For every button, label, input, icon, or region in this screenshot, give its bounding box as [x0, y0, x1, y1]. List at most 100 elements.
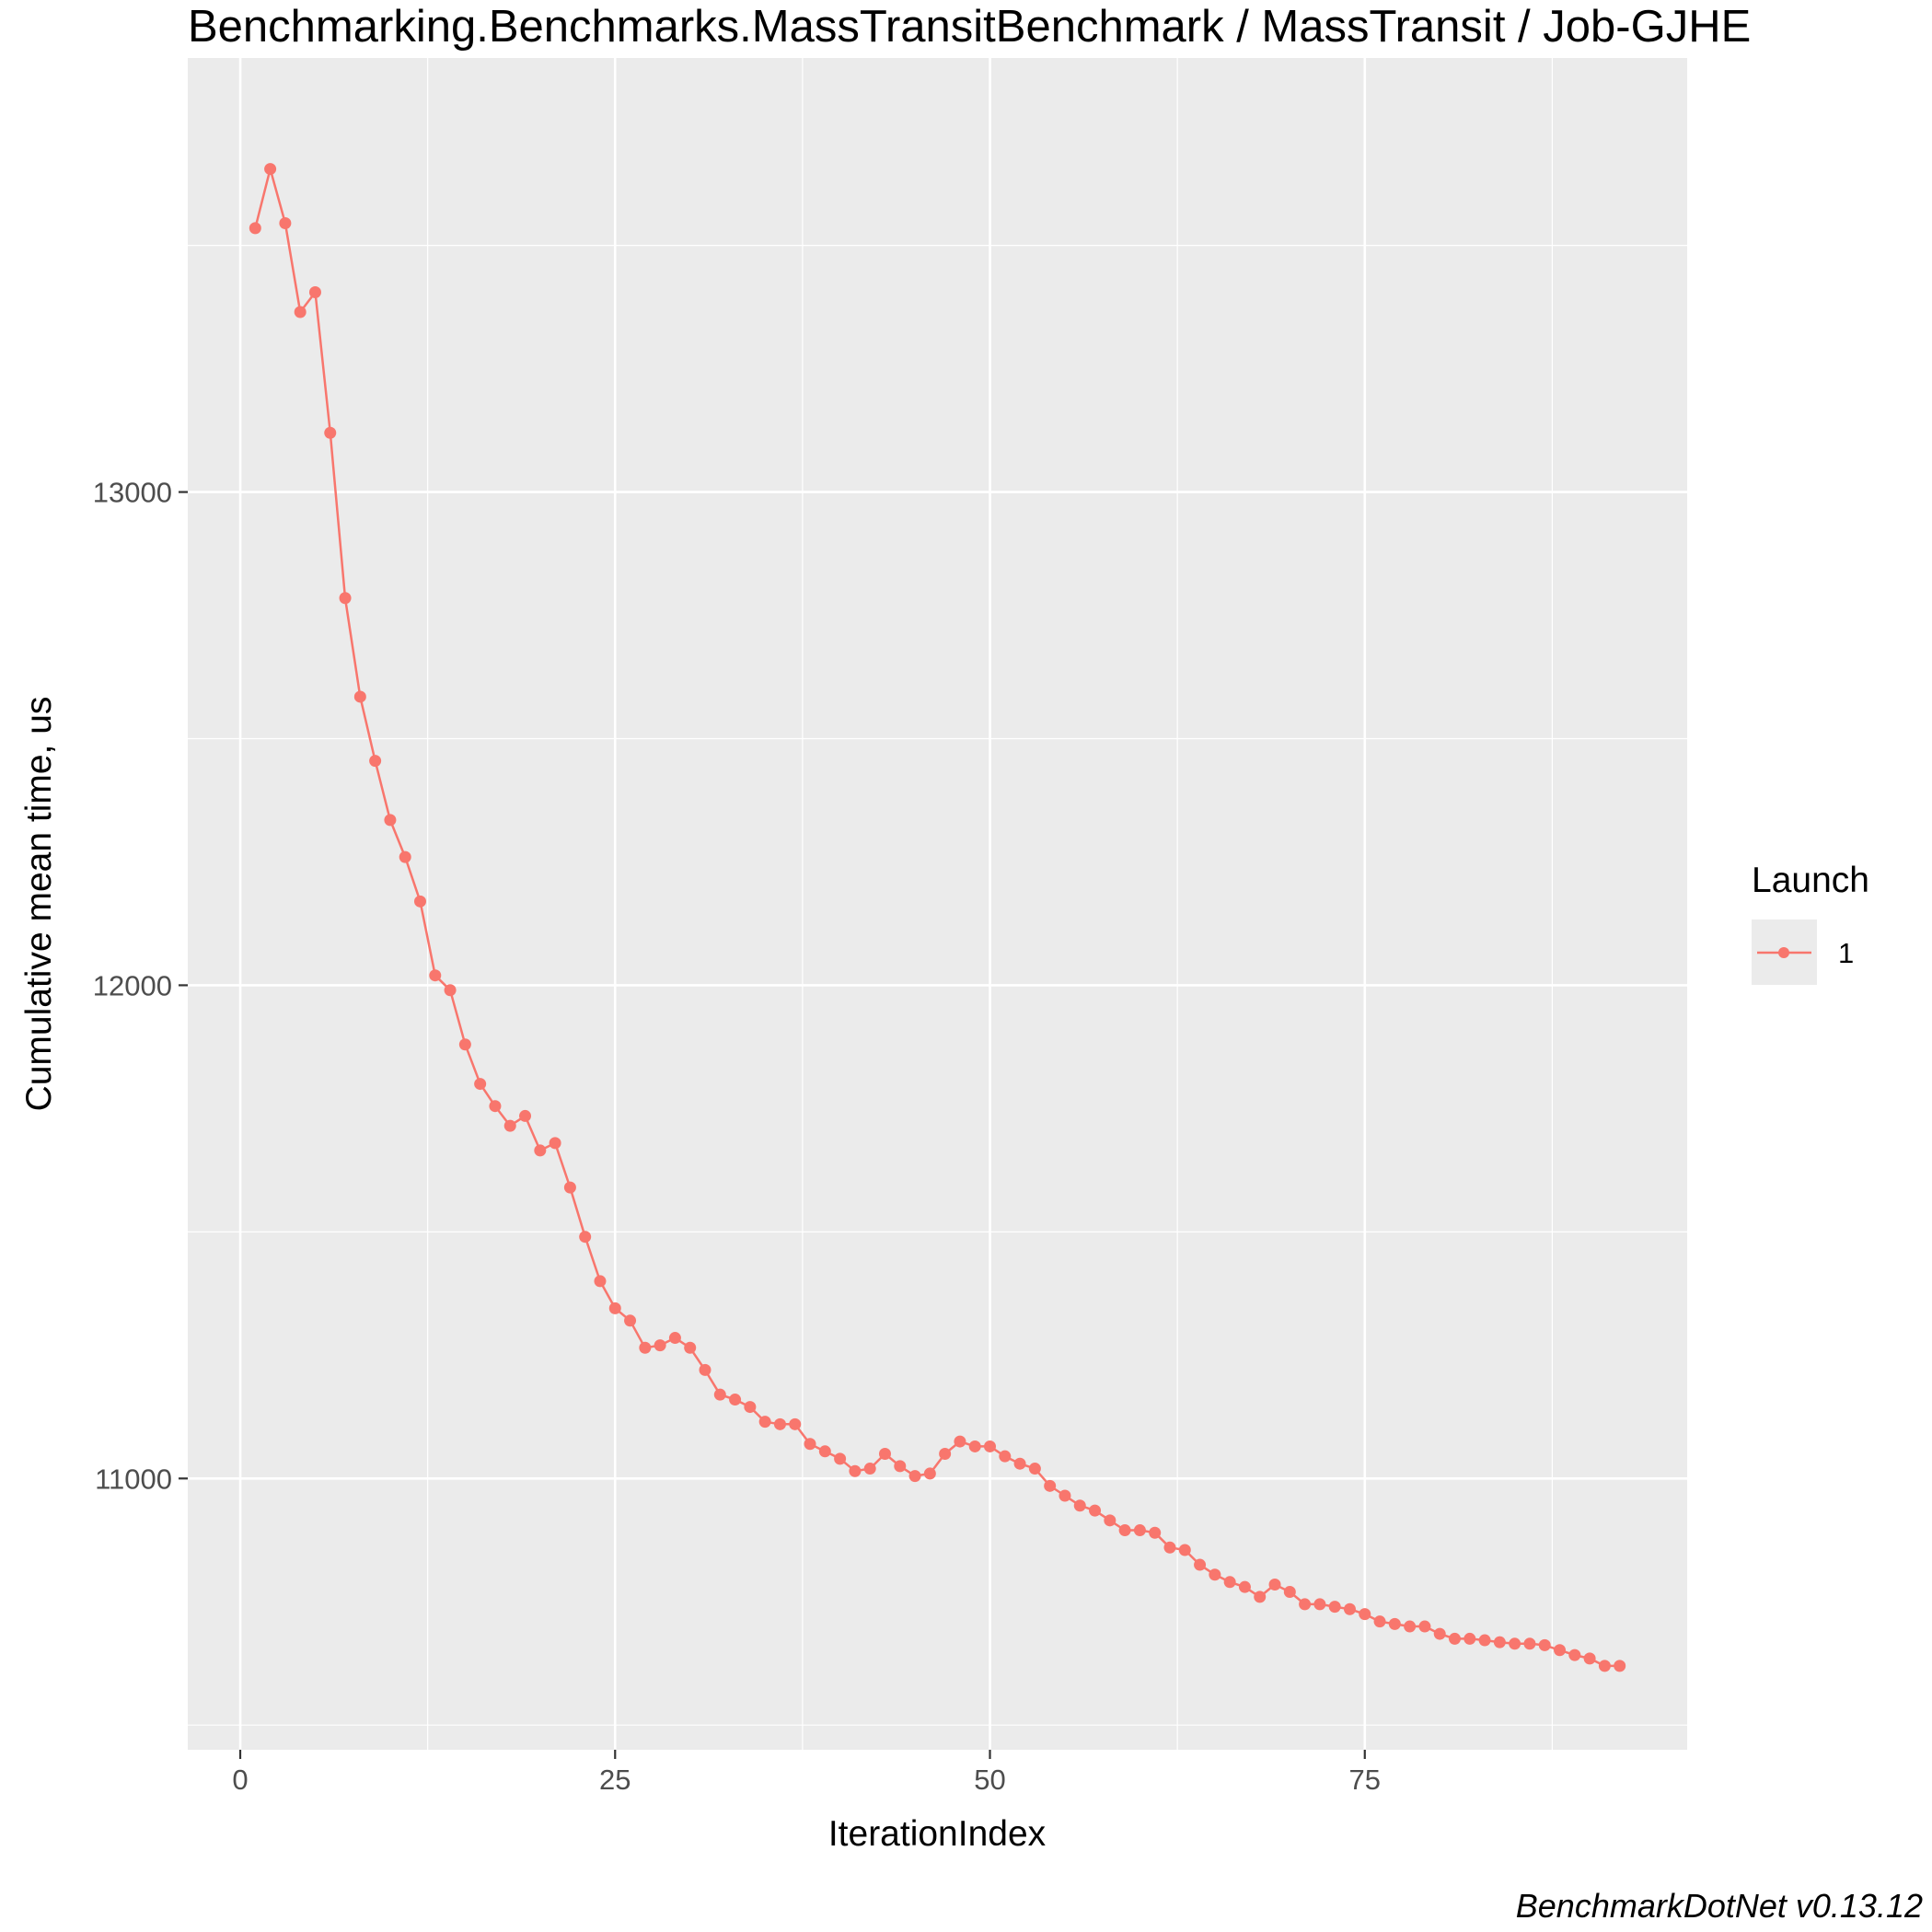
data-point	[1478, 1634, 1491, 1647]
data-point	[1268, 1578, 1281, 1591]
data-point	[713, 1388, 726, 1401]
data-point	[1149, 1526, 1162, 1539]
x-tick-label: 50	[974, 1764, 1005, 1796]
data-point	[503, 1119, 516, 1132]
legend: Launch 1	[1752, 861, 1869, 985]
data-point	[923, 1467, 936, 1480]
data-point	[519, 1109, 532, 1122]
data-point	[668, 1332, 681, 1345]
data-point	[1238, 1580, 1251, 1593]
data-point	[999, 1450, 1012, 1463]
data-point	[579, 1231, 592, 1244]
data-point	[1598, 1660, 1611, 1672]
data-point	[1059, 1489, 1071, 1502]
data-point	[729, 1394, 742, 1406]
data-point	[894, 1460, 907, 1473]
data-point	[1163, 1541, 1176, 1554]
data-point	[1583, 1652, 1596, 1665]
data-point	[773, 1417, 786, 1430]
data-point	[1404, 1620, 1417, 1633]
caption: BenchmarkDotNet v0.13.12	[1516, 1887, 1923, 1925]
data-point	[264, 163, 277, 176]
data-point	[818, 1445, 831, 1458]
data-point	[1554, 1644, 1567, 1657]
data-point	[1194, 1558, 1207, 1571]
data-point	[1373, 1615, 1386, 1628]
data-point	[834, 1452, 847, 1465]
data-point	[1433, 1627, 1446, 1640]
major-gridlines	[188, 58, 1687, 1750]
data-point	[654, 1339, 666, 1352]
plot-panel	[188, 58, 1687, 1750]
data-point	[489, 1100, 502, 1113]
x-tick-label: 75	[1349, 1764, 1381, 1796]
data-point	[429, 969, 442, 982]
legend-label: 1	[1838, 937, 1854, 969]
data-point	[878, 1447, 891, 1460]
data-point	[339, 592, 352, 605]
data-point	[1614, 1660, 1626, 1672]
data-point	[954, 1435, 966, 1448]
data-point	[1254, 1591, 1267, 1603]
y-tick-label: 11000	[95, 1463, 172, 1495]
data-point	[1449, 1632, 1462, 1645]
data-point	[608, 1301, 621, 1314]
data-point	[1283, 1586, 1296, 1599]
data-point	[624, 1314, 637, 1327]
data-point	[1538, 1638, 1551, 1651]
data-point	[1568, 1649, 1581, 1661]
data-point	[294, 306, 307, 318]
data-point	[413, 895, 426, 908]
y-tick-label: 13000	[93, 477, 172, 509]
data-point	[534, 1144, 547, 1157]
data-point	[684, 1341, 697, 1354]
data-point	[249, 222, 261, 235]
data-point	[279, 217, 292, 230]
chart-title: Benchmarking.Benchmarks.MassTransitBench…	[188, 2, 1751, 52]
data-point	[1418, 1620, 1431, 1633]
data-point	[1209, 1568, 1221, 1581]
y-tick-label: 12000	[93, 969, 172, 1001]
data-point	[758, 1416, 771, 1429]
data-point	[1388, 1617, 1401, 1630]
data-point	[353, 690, 366, 703]
data-point	[1523, 1637, 1536, 1650]
data-point	[804, 1438, 816, 1451]
data-point	[984, 1440, 997, 1452]
data-point	[549, 1137, 561, 1150]
data-point	[1133, 1524, 1146, 1537]
data-point	[1104, 1514, 1116, 1527]
x-tick-label: 0	[232, 1764, 248, 1796]
data-point	[1089, 1504, 1102, 1517]
data-point	[563, 1181, 576, 1194]
data-point	[474, 1078, 487, 1091]
data-point	[1118, 1524, 1131, 1537]
data-point	[789, 1417, 802, 1430]
data-point	[1028, 1463, 1041, 1475]
data-point	[699, 1363, 711, 1376]
data-point	[639, 1341, 652, 1354]
data-point	[1509, 1637, 1521, 1650]
axis-ticks	[179, 491, 1366, 1759]
data-point	[908, 1470, 921, 1483]
data-point	[863, 1463, 876, 1475]
minor-gridlines	[188, 58, 1687, 1750]
y-tick-labels: 11000 12000 13000	[93, 477, 172, 1496]
data-point	[968, 1440, 981, 1452]
data-point	[1073, 1499, 1086, 1512]
data-point	[1343, 1602, 1356, 1615]
data-point	[308, 286, 321, 299]
x-tick-label: 25	[599, 1764, 631, 1796]
y-axis-title: Cumulative mean time, us	[19, 697, 59, 1112]
data-point	[744, 1401, 757, 1414]
x-tick-labels: 0 25 50 75	[232, 1764, 1381, 1796]
data-point	[1328, 1601, 1341, 1614]
data-point	[1359, 1608, 1371, 1621]
data-point	[1044, 1479, 1057, 1492]
data-point	[1493, 1636, 1506, 1649]
legend-title: Launch	[1752, 861, 1869, 900]
data-point	[384, 814, 397, 827]
data-point	[594, 1275, 607, 1288]
data-point	[324, 426, 337, 439]
